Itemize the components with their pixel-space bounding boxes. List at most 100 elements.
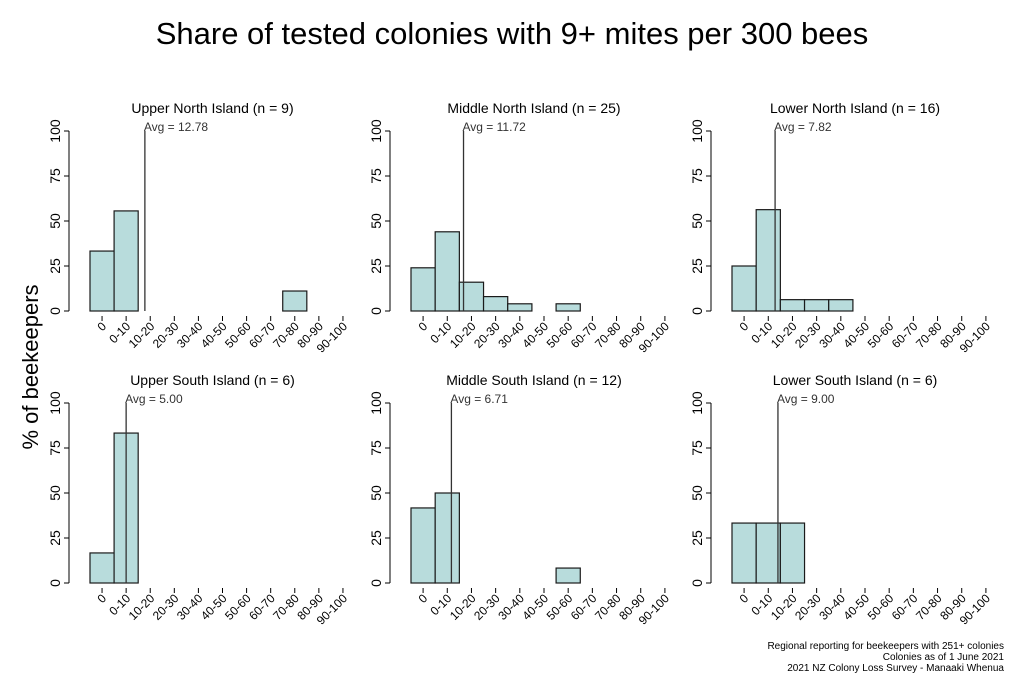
x-tick-label: 60-70 — [568, 591, 600, 623]
y-tick-label: 25 — [368, 258, 384, 274]
y-tick-label: 75 — [368, 440, 384, 456]
x-tick-label: 70-80 — [592, 591, 624, 623]
average-label: Avg = 9.00 — [777, 392, 835, 406]
x-tick-label: 10-20 — [768, 319, 800, 351]
x-tick-label: 30-40 — [174, 591, 206, 623]
x-tick-label: 70-80 — [270, 319, 302, 351]
y-tick-label: 75 — [368, 168, 384, 184]
y-tick-label: 75 — [47, 440, 63, 456]
x-tick-label: 60-70 — [889, 319, 921, 351]
x-tick-label: 40-50 — [520, 319, 552, 351]
y-tick-label: 25 — [689, 258, 705, 274]
chart-panel-1: Upper North Island (n = 9)025507510000-1… — [47, 100, 350, 356]
y-tick-label: 75 — [689, 440, 705, 456]
x-tick-label: 40-50 — [198, 319, 230, 351]
x-tick-label: 20-30 — [471, 319, 503, 351]
bar-0 — [89, 250, 115, 312]
x-tick-label: 30-40 — [816, 319, 848, 351]
bar-0 — [731, 522, 757, 584]
panel-title: Lower North Island (n = 16) — [770, 100, 940, 116]
y-tick-label: 0 — [47, 307, 63, 315]
bar-30-40 — [828, 299, 854, 312]
x-tick-label: 50-60 — [544, 591, 576, 623]
chart-panel-6: Lower South Island (n = 6)025507510000-1… — [689, 372, 993, 628]
x-tick-label: 70-80 — [913, 591, 945, 623]
x-tick-label: 40-50 — [520, 591, 552, 623]
y-tick-label: 25 — [689, 530, 705, 546]
x-tick-label: 30-40 — [495, 591, 527, 623]
panel-title: Middle South Island (n = 12) — [446, 372, 622, 388]
y-tick-label: 50 — [368, 213, 384, 229]
x-tick-label: 50-60 — [544, 319, 576, 351]
bar-0 — [410, 267, 436, 312]
bar-50-60 — [555, 567, 581, 584]
x-tick-label: 60-70 — [889, 591, 921, 623]
bar-0-10 — [113, 210, 139, 312]
x-tick-label: 70-80 — [592, 319, 624, 351]
x-tick-label: 70-80 — [270, 591, 302, 623]
y-tick-label: 75 — [47, 168, 63, 184]
y-tick-label: 50 — [47, 485, 63, 501]
x-tick-label: 70-80 — [913, 319, 945, 351]
footer-line-2: Colonies as of 1 June 2021 — [882, 652, 1004, 663]
x-tick-label: 10-20 — [768, 591, 800, 623]
x-tick-label: 0 — [737, 319, 752, 334]
x-tick-label: 0 — [95, 591, 110, 606]
y-tick-label: 25 — [47, 530, 63, 546]
footer-line-3: 2021 NZ Colony Loss Survey - Manaaki Whe… — [787, 663, 1004, 674]
x-tick-label: 0 — [416, 319, 431, 334]
bar-10-20 — [779, 522, 806, 584]
y-tick-label: 25 — [368, 530, 384, 546]
y-tick-label: 0 — [689, 579, 705, 587]
chart-panel-4: Upper South Island (n = 6)025507510000-1… — [47, 372, 350, 628]
x-tick-label: 10-20 — [447, 319, 479, 351]
footer-notes: Regional reporting for beekeepers with 2… — [767, 641, 1004, 674]
panel-title: Upper South Island (n = 6) — [130, 372, 295, 388]
y-tick-label: 100 — [689, 391, 705, 415]
x-tick-label: 10-20 — [126, 319, 158, 351]
bar-0-10 — [434, 492, 460, 584]
average-label: Avg = 12.78 — [144, 120, 208, 134]
y-tick-label: 100 — [47, 391, 63, 415]
y-tick-label: 100 — [689, 119, 705, 143]
panel-title: Lower South Island (n = 6) — [773, 372, 938, 388]
bar-0 — [410, 507, 436, 584]
x-tick-label: 30-40 — [816, 591, 848, 623]
x-tick-label: 0 — [737, 591, 752, 606]
average-label: Avg = 11.72 — [463, 120, 527, 134]
x-tick-label: 20-30 — [792, 591, 824, 623]
x-tick-label: 20-30 — [150, 319, 182, 351]
x-tick-label: 60-70 — [246, 319, 278, 351]
y-tick-label: 100 — [368, 391, 384, 415]
footer-line-1: Regional reporting for beekeepers with 2… — [767, 641, 1004, 652]
bar-70-80 — [282, 290, 308, 312]
x-tick-label: 20-30 — [792, 319, 824, 351]
x-tick-label: 20-30 — [150, 591, 182, 623]
x-tick-label: 30-40 — [495, 319, 527, 351]
y-tick-label: 50 — [47, 213, 63, 229]
y-tick-label: 50 — [689, 213, 705, 229]
x-tick-label: 50-60 — [222, 591, 254, 623]
y-tick-label: 75 — [689, 168, 705, 184]
x-tick-label: 50-60 — [865, 591, 897, 623]
panel-title: Upper North Island (n = 9) — [131, 100, 293, 116]
average-label: Avg = 7.82 — [774, 120, 832, 134]
x-tick-label: 50-60 — [222, 319, 254, 351]
panel-title: Middle North Island (n = 25) — [447, 100, 620, 116]
y-tick-label: 50 — [689, 485, 705, 501]
chart-panel-2: Middle North Island (n = 25)025507510000… — [368, 100, 672, 356]
y-tick-label: 50 — [368, 485, 384, 501]
bar-10-20 — [779, 299, 806, 312]
bar-20-30 — [803, 299, 830, 312]
chart-panel-3: Lower North Island (n = 16)025507510000-… — [689, 100, 993, 356]
bar-0 — [89, 552, 115, 584]
bar-0-10 — [755, 209, 781, 312]
y-tick-label: 0 — [368, 307, 384, 315]
bar-0-10 — [434, 231, 460, 312]
y-tick-label: 0 — [368, 579, 384, 587]
x-tick-label: 60-70 — [568, 319, 600, 351]
y-tick-label: 100 — [368, 119, 384, 143]
x-tick-label: 20-30 — [471, 591, 503, 623]
x-tick-label: 10-20 — [126, 591, 158, 623]
